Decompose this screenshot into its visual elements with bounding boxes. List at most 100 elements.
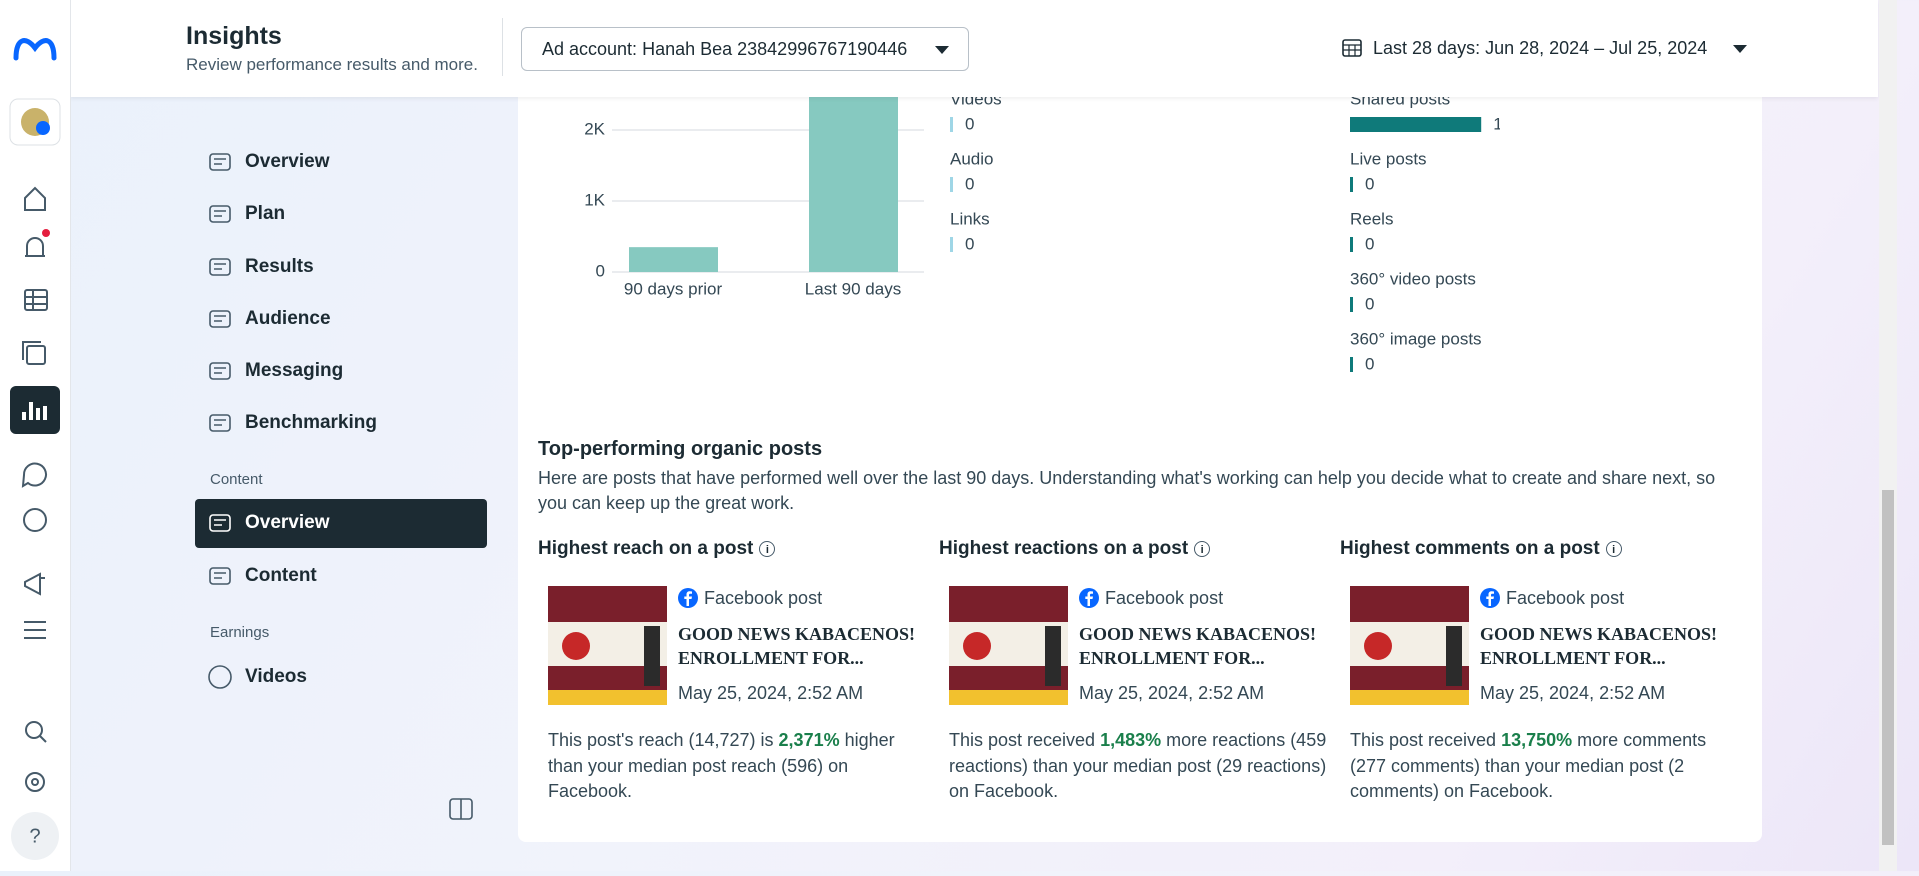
nav-item[interactable]: Plan (245, 203, 286, 224)
y-tick-label: 1K (584, 190, 605, 209)
icon-shape (209, 153, 231, 171)
count-value: 0 (1365, 354, 1374, 373)
caret (1733, 45, 1747, 53)
facebook-icon (1079, 588, 1099, 608)
icon-rail: ? (0, 0, 71, 871)
icon-shape (209, 362, 231, 380)
summary-text: more comments (277 comments) than your m… (1350, 730, 1707, 801)
nav-icon (209, 567, 231, 585)
section-label: Content (210, 471, 263, 488)
icon-shape (214, 210, 226, 217)
count-bar (950, 177, 953, 192)
info-icon[interactable]: i (1194, 540, 1211, 557)
thumb-band (949, 690, 1068, 705)
post-thumbnail[interactable] (548, 586, 667, 705)
top-posts: Top-performing organic posts Here are po… (538, 430, 1748, 850)
y-tick-label: 2K (584, 119, 605, 138)
calendar-icon (1342, 39, 1362, 57)
icon-shape (684, 591, 692, 606)
post-title[interactable]: ENROLLMENT FOR... (1079, 648, 1265, 668)
nav-item[interactable]: Overview (245, 151, 330, 172)
nav-item[interactable]: Content (245, 565, 317, 586)
post-summary: This post received 1,483% more reactions… (949, 728, 1334, 805)
post-title[interactable]: GOOD NEWS KABACENOS! (1079, 624, 1317, 644)
count-value: 0 (965, 174, 974, 193)
count-value: 0 (965, 234, 974, 253)
count-label: Reels (1350, 209, 1393, 228)
y-tick-label: 0 (596, 261, 605, 280)
count-value: 0 (965, 114, 974, 133)
icon-shape (214, 519, 226, 526)
post-date: May 25, 2024, 2:52 AM (1079, 683, 1265, 703)
card-heading-text: Highest reactions on a post (939, 538, 1189, 559)
thumb-figure (644, 626, 660, 686)
thumb-figure (963, 632, 991, 660)
nav-icon (208, 665, 232, 689)
main-card (518, 60, 1762, 842)
count-bar (1350, 357, 1353, 372)
thumb-figure (562, 632, 590, 660)
icon-shape (208, 665, 232, 689)
page-subtitle: Review performance results and more. (186, 55, 478, 74)
bar (809, 66, 898, 272)
selected-highlight (195, 499, 487, 548)
thumb-figure (1446, 626, 1462, 686)
highlight-percent: 1,483% (1100, 730, 1162, 750)
card-heading: Highest comments on a post i (1340, 538, 1622, 560)
x-tick-label: 90 days prior (624, 279, 723, 298)
nav-item[interactable]: Messaging (245, 360, 344, 381)
facebook-icon (1480, 588, 1500, 608)
summary-text: This post received (1350, 730, 1502, 750)
count-label: 360° video posts (1350, 269, 1476, 288)
caret (935, 46, 949, 54)
card-heading: Highest reach on a post i (538, 538, 776, 560)
thumb-figure (1045, 626, 1061, 686)
thumb-figure (1364, 632, 1392, 660)
thumb-band (548, 690, 667, 705)
count-bar (1350, 237, 1353, 252)
section-title: Top-performing organic posts (538, 438, 823, 460)
post-thumbnail[interactable] (1350, 586, 1469, 705)
post-source: Facebook post (1105, 588, 1224, 608)
count-label: Audio (950, 149, 993, 168)
info-icon[interactable]: i (759, 540, 776, 557)
facebook-icon (678, 588, 698, 608)
nav-icon (209, 258, 231, 276)
card-heading-text: Highest reach on a post (538, 538, 754, 559)
scrollbar (1879, 0, 1897, 871)
collapse-icon[interactable] (449, 798, 473, 820)
svg-text:?: ? (29, 825, 40, 847)
count-value: 16 (1493, 114, 1500, 133)
post-thumbnail[interactable] (949, 586, 1068, 705)
ad-account-dropdown[interactable]: Ad account: Hanah Bea 23842996767190446 (521, 27, 969, 71)
scroll-thumb[interactable] (1882, 490, 1894, 845)
info-icon[interactable]: i (1605, 540, 1622, 557)
count-value: 0 (1365, 174, 1374, 193)
count-value: 0 (1365, 234, 1374, 253)
post-title[interactable]: GOOD NEWS KABACENOS! (678, 624, 916, 644)
nav-icon (209, 310, 231, 328)
count-label: Live posts (1350, 149, 1427, 168)
date-picker[interactable] (1342, 38, 1362, 58)
rail-icons: ? (9, 38, 61, 860)
nav-item[interactable]: Videos (245, 666, 307, 687)
summary-text: This post received (949, 730, 1101, 750)
nav-item[interactable]: Benchmarking (245, 412, 377, 433)
summary-text: higher than your median post reach (596)… (548, 730, 895, 801)
nav-icon (209, 514, 231, 532)
post-title[interactable]: ENROLLMENT FOR... (678, 648, 864, 668)
date-range[interactable]: Last 28 days: Jun 28, 2024 – Jul 25, 202… (1373, 38, 1708, 58)
icon-shape (214, 367, 226, 374)
nav-item[interactable]: Overview (245, 512, 330, 533)
summary-text: more reactions (459 reactions) than your… (949, 730, 1327, 801)
icon-shape (214, 315, 226, 322)
nav-item[interactable]: Results (245, 256, 314, 277)
post-title[interactable]: GOOD NEWS KABACENOS! (1480, 624, 1718, 644)
nav-item[interactable]: Audience (245, 308, 331, 329)
x-tick-label: Last 90 days (805, 279, 901, 298)
count-bar (1350, 117, 1482, 132)
highlight-percent: 2,371% (778, 730, 840, 750)
post-title[interactable]: ENROLLMENT FOR... (1480, 648, 1666, 668)
